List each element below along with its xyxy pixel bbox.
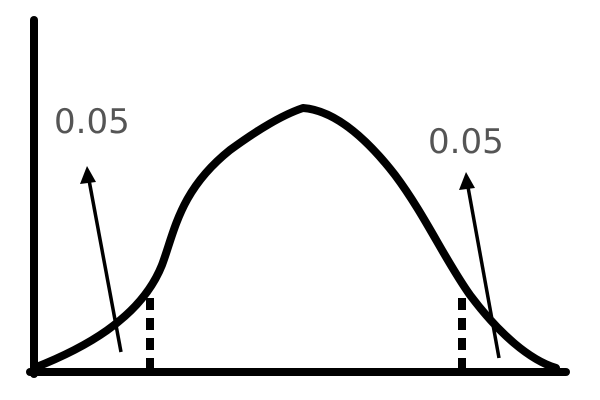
right-arrow (459, 172, 501, 359)
bell-curve (30, 104, 560, 372)
left-tail-label: 0.05 (54, 102, 130, 142)
right-tail-label: 0.05 (428, 122, 504, 162)
left-arrow (80, 166, 123, 353)
